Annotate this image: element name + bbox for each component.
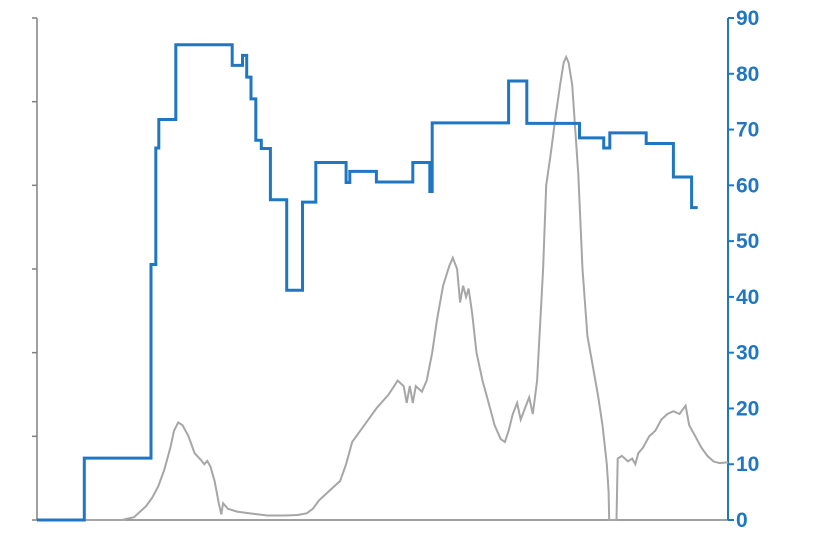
right-tick-label: 0 [736, 509, 748, 532]
right-tick-label: 70 [736, 119, 759, 142]
series-line-grey [37, 54, 728, 521]
right-tick-label: 40 [736, 286, 759, 309]
right-tick-label: 30 [736, 342, 759, 365]
right-tick-label: 10 [736, 453, 759, 476]
right-tick-label: 80 [736, 63, 759, 86]
right-tick-label: 50 [736, 230, 759, 253]
right-axis [727, 17, 734, 521]
series-layer [37, 43, 728, 522]
right-tick-label: 90 [736, 7, 759, 30]
series-line-blue [37, 43, 698, 522]
right-tick-labels: 0 10 20 30 40 50 60 70 80 90 [736, 7, 759, 532]
left-axis [32, 17, 728, 521]
right-tick-label: 20 [736, 397, 759, 420]
right-tick-label: 60 [736, 174, 759, 197]
